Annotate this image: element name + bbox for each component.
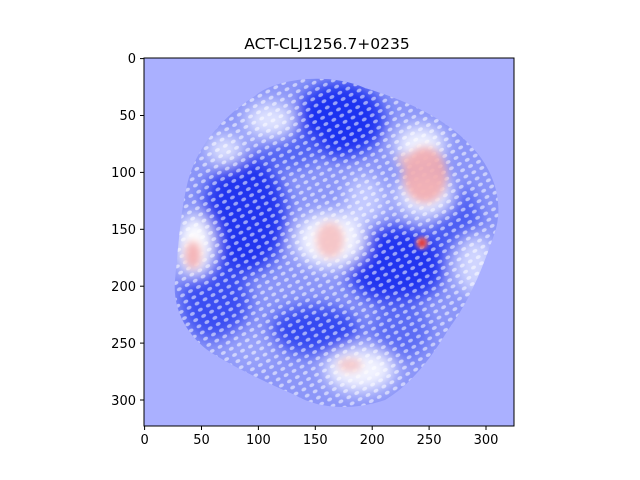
y-tick-label: 50: [119, 109, 136, 124]
y-tick-label: 150: [111, 223, 136, 238]
y-tick-label: 0: [128, 52, 136, 67]
x-tick-label: 50: [193, 433, 210, 448]
x-tick-label: 300: [474, 433, 499, 448]
map-image: [144, 58, 514, 426]
axes-frame: [143, 57, 515, 427]
y-tick-label: 300: [111, 394, 136, 409]
y-tick-label: 100: [111, 166, 136, 181]
y-axis: 0 50 100 150 200 250 300: [111, 52, 144, 409]
x-tick-label: 250: [417, 433, 442, 448]
x-axis: 0 50 100 150 200 250 300: [140, 426, 498, 448]
y-tick-label: 250: [111, 337, 136, 352]
x-tick-label: 0: [140, 433, 148, 448]
chart-title: ACT-CLJ1256.7+0235: [244, 35, 410, 53]
x-tick-label: 100: [246, 433, 271, 448]
x-tick-label: 200: [360, 433, 385, 448]
point-source: [416, 237, 428, 249]
y-tick-label: 200: [111, 280, 136, 295]
x-tick-label: 150: [303, 433, 328, 448]
